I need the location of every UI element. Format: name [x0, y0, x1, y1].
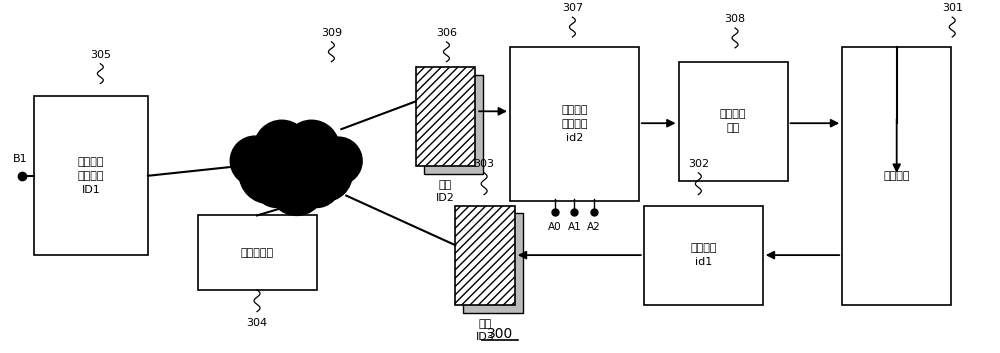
Circle shape	[269, 160, 324, 215]
Circle shape	[297, 146, 352, 202]
Circle shape	[230, 136, 280, 186]
Circle shape	[284, 120, 339, 176]
Bar	[416, 67, 475, 166]
Circle shape	[239, 144, 299, 204]
Text: 307: 307	[562, 3, 583, 13]
Text: 308: 308	[724, 14, 746, 24]
Text: 302: 302	[688, 159, 709, 169]
Circle shape	[254, 120, 310, 176]
Text: 网关
ID3: 网关 ID3	[476, 319, 494, 342]
Bar	[455, 205, 515, 305]
Text: A0: A0	[548, 222, 561, 232]
Text: B1: B1	[13, 154, 27, 164]
Text: A2: A2	[587, 222, 601, 232]
Text: 306: 306	[436, 28, 457, 38]
Bar	[424, 74, 483, 174]
Text: 网关
ID2: 网关 ID2	[436, 180, 455, 203]
Text: 控制执行
单元: 控制执行 单元	[720, 109, 746, 133]
Text: 304: 304	[246, 318, 268, 328]
Text: 300: 300	[487, 328, 513, 341]
Bar	[842, 47, 951, 305]
Bar	[463, 214, 523, 313]
Bar	[644, 205, 763, 305]
Circle shape	[293, 160, 340, 208]
Text: 受控系统: 受控系统	[883, 171, 910, 181]
Text: A1: A1	[568, 222, 581, 232]
Circle shape	[315, 137, 362, 185]
Text: 本地控制
计算单元
id2: 本地控制 计算单元 id2	[561, 105, 588, 143]
Bar	[34, 96, 148, 255]
Bar	[198, 215, 317, 290]
Text: 通信服务器: 通信服务器	[240, 248, 274, 258]
Text: 远程控制
计算单元
ID1: 远程控制 计算单元 ID1	[78, 157, 104, 195]
Bar	[510, 47, 639, 201]
Bar	[679, 62, 788, 181]
Circle shape	[259, 128, 334, 204]
Text: 303: 303	[474, 159, 495, 169]
Text: 309: 309	[321, 28, 342, 38]
Circle shape	[253, 160, 301, 208]
Text: 305: 305	[90, 50, 111, 60]
Text: 301: 301	[942, 3, 963, 13]
Text: 监测单元
id1: 监测单元 id1	[690, 243, 717, 267]
